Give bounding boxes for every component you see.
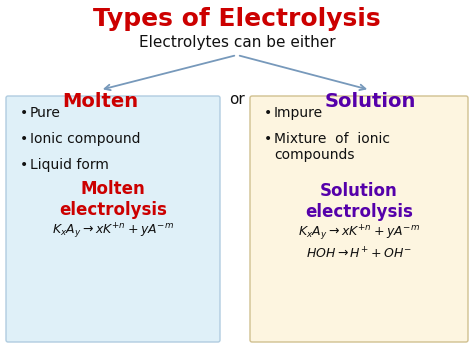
Text: Pure: Pure	[30, 106, 61, 120]
Text: or: or	[229, 92, 245, 107]
Text: Impure: Impure	[274, 106, 323, 120]
Text: Solution
electrolysis: Solution electrolysis	[305, 182, 413, 221]
Text: •: •	[20, 158, 28, 172]
Text: Types of Electrolysis: Types of Electrolysis	[93, 7, 381, 31]
FancyBboxPatch shape	[6, 96, 220, 342]
Text: •: •	[20, 132, 28, 146]
Text: Ionic compound: Ionic compound	[30, 132, 140, 146]
FancyBboxPatch shape	[250, 96, 468, 342]
Text: $HOH \rightarrow H^{+} + OH^{-}$: $HOH \rightarrow H^{+} + OH^{-}$	[306, 246, 412, 261]
Text: Liquid form: Liquid form	[30, 158, 109, 172]
Text: Electrolytes can be either: Electrolytes can be either	[139, 35, 335, 50]
Text: •: •	[264, 132, 272, 146]
Text: •: •	[20, 106, 28, 120]
Text: •: •	[264, 106, 272, 120]
Text: Mixture  of  ionic
compounds: Mixture of ionic compounds	[274, 132, 390, 162]
Text: Molten
electrolysis: Molten electrolysis	[59, 180, 167, 219]
Text: $K_xA_y \rightarrow xK^{+n} + yA^{-m}$: $K_xA_y \rightarrow xK^{+n} + yA^{-m}$	[298, 224, 420, 243]
Text: $K_xA_y \rightarrow xK^{+n} + yA^{-m}$: $K_xA_y \rightarrow xK^{+n} + yA^{-m}$	[52, 222, 174, 241]
Text: Molten: Molten	[62, 92, 138, 111]
Text: Solution: Solution	[324, 92, 416, 111]
